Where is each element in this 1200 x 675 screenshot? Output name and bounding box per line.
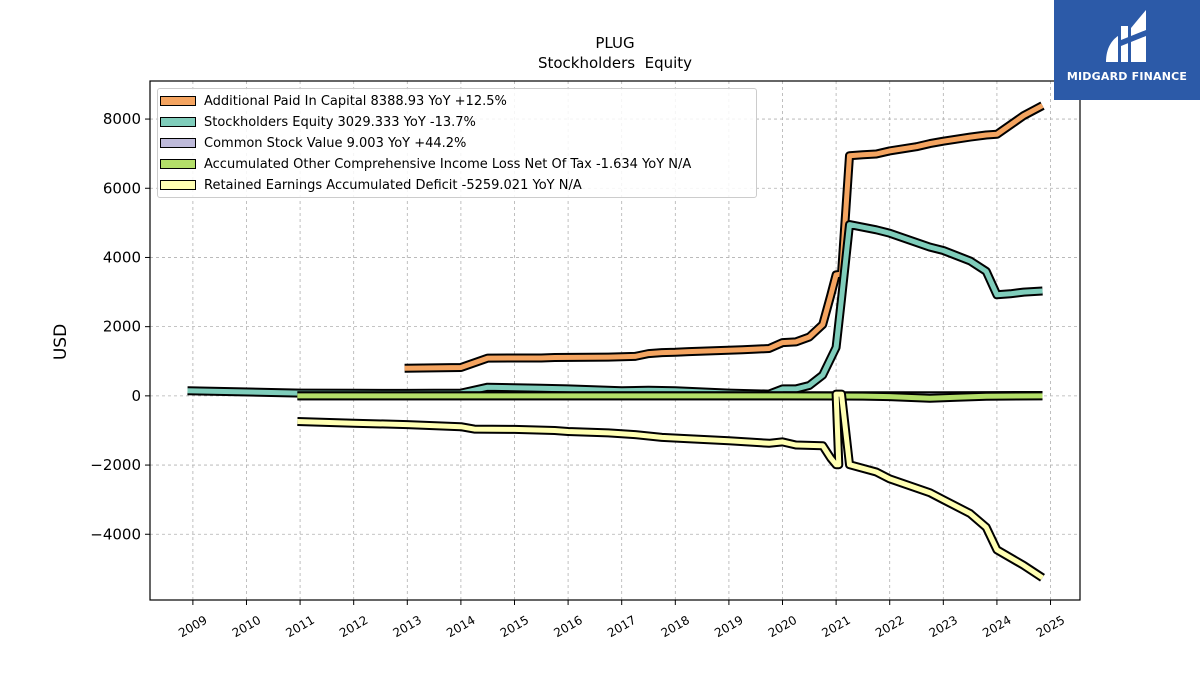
series-line-4 — [297, 389, 1045, 582]
x-tick-label: 2013 — [391, 613, 424, 640]
series-path — [187, 222, 1043, 397]
y-tick-label: 0 — [131, 387, 141, 405]
x-tick-label: 2019 — [712, 613, 745, 640]
x-tick-label: 2009 — [176, 613, 209, 640]
series-path — [297, 391, 1044, 580]
x-tick-label: 2021 — [819, 613, 852, 640]
y-tick-label: 4000 — [103, 248, 141, 266]
legend-swatch — [160, 96, 196, 106]
y-tick-label: 6000 — [103, 179, 141, 197]
y-tick-label: 2000 — [103, 318, 141, 336]
legend-item: Stockholders Equity 3029.333 YoY -13.7% — [160, 112, 476, 132]
x-tick-label: 2025 — [1034, 613, 1067, 640]
legend-item: Retained Earnings Accumulated Deficit -5… — [160, 175, 582, 195]
series-line-1 — [187, 220, 1043, 399]
series-line-0 — [404, 101, 1045, 373]
legend-label: Stockholders Equity 3029.333 YoY -13.7% — [204, 114, 476, 130]
x-tick-label: 2017 — [605, 613, 638, 640]
legend-swatch — [160, 159, 196, 169]
x-tick-label: 2012 — [337, 613, 370, 640]
x-tick-label: 2010 — [230, 613, 263, 640]
plot-frame — [149, 80, 1081, 601]
series-line-3 — [297, 391, 1043, 403]
x-tick-label: 2023 — [927, 613, 960, 640]
y-tick-label: −2000 — [90, 456, 141, 474]
legend-swatch — [160, 117, 196, 127]
legend-swatch — [160, 138, 196, 148]
legend-label: Accumulated Other Comprehensive Income L… — [204, 156, 692, 172]
y-axis-label: USD — [51, 324, 71, 360]
series-outline — [187, 220, 1043, 399]
logo-text: MIDGARD FINANCE — [1066, 70, 1188, 83]
x-tick-label: 2024 — [980, 613, 1013, 640]
series-path — [297, 393, 1043, 401]
chart-title: PLUG — [595, 34, 634, 52]
legend-item: Additional Paid In Capital 8388.93 YoY +… — [160, 91, 507, 111]
x-tick-label: 2015 — [498, 613, 531, 640]
x-tick-label: 2014 — [444, 613, 477, 640]
legend-item: Common Stock Value 9.003 YoY +44.2% — [160, 133, 466, 153]
chart-subtitle: Stockholders Equity — [538, 54, 692, 72]
x-tick-label: 2018 — [659, 613, 692, 640]
x-tick-label: 2020 — [766, 613, 799, 640]
chart-legend: Additional Paid In Capital 8388.93 YoY +… — [157, 88, 757, 198]
y-tick-label: 8000 — [103, 110, 141, 128]
series-outline — [297, 389, 1045, 582]
midgard-finance-logo: MIDGARD FINANCE — [1054, 0, 1200, 100]
series-lines — [187, 101, 1045, 582]
legend-label: Additional Paid In Capital 8388.93 YoY +… — [204, 93, 507, 109]
x-tick-label: 2022 — [873, 613, 906, 640]
legend-swatch — [160, 180, 196, 190]
legend-label: Retained Earnings Accumulated Deficit -5… — [204, 177, 582, 193]
legend-item: Accumulated Other Comprehensive Income L… — [160, 154, 691, 174]
logo-icon — [1106, 10, 1146, 62]
x-tick-label: 2011 — [283, 613, 316, 640]
legend-label: Common Stock Value 9.003 YoY +44.2% — [204, 135, 467, 151]
y-tick-label: −4000 — [90, 525, 141, 543]
x-tick-label: 2016 — [551, 613, 584, 640]
series-path — [404, 103, 1044, 371]
